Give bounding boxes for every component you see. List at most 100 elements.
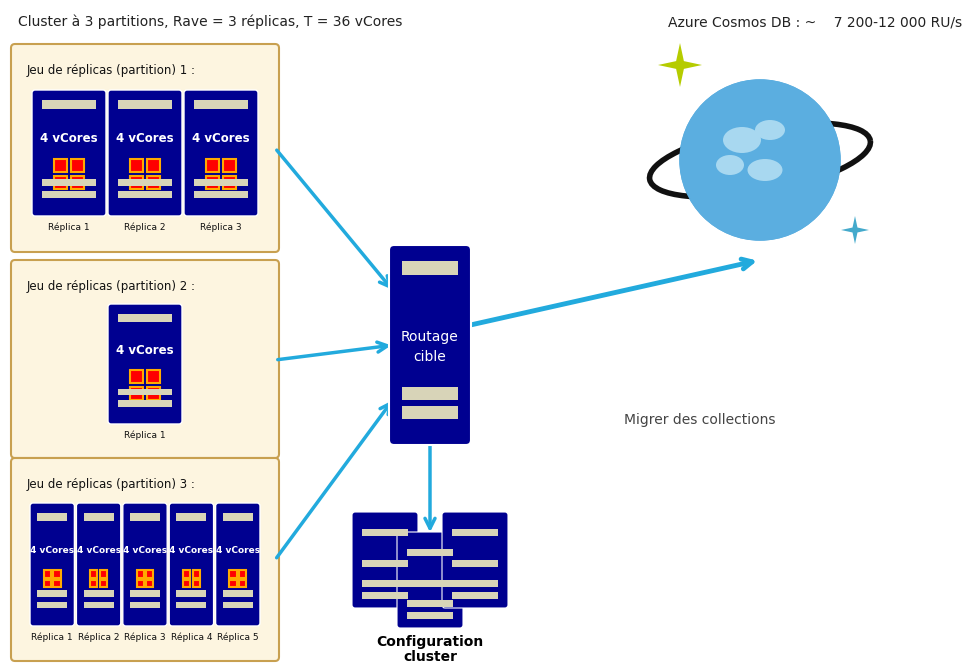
Bar <box>361 592 408 599</box>
Bar <box>53 570 61 578</box>
Bar <box>136 580 144 587</box>
Text: Configuration: Configuration <box>376 635 483 649</box>
Bar <box>361 560 408 567</box>
Bar <box>83 602 113 608</box>
Bar <box>71 176 84 189</box>
Ellipse shape <box>747 159 781 181</box>
Ellipse shape <box>723 127 760 153</box>
Bar <box>90 570 98 578</box>
Bar <box>147 159 159 172</box>
Bar <box>130 159 143 172</box>
Bar <box>44 580 51 587</box>
Bar <box>451 592 498 599</box>
Bar <box>37 590 67 597</box>
Bar <box>205 176 219 189</box>
Bar <box>90 580 98 587</box>
Bar <box>130 176 143 189</box>
Text: Jeu de réplicas (partition) 3 :: Jeu de réplicas (partition) 3 : <box>27 478 196 491</box>
Bar <box>147 370 159 383</box>
Text: Réplica 1: Réplica 1 <box>124 431 165 440</box>
Text: cluster: cluster <box>403 650 457 664</box>
Bar <box>229 570 237 578</box>
Bar <box>130 602 159 608</box>
FancyBboxPatch shape <box>184 90 258 216</box>
FancyBboxPatch shape <box>11 260 279 458</box>
Text: Réplica 1: Réplica 1 <box>48 223 90 232</box>
Bar <box>229 580 237 587</box>
Text: Réplica 2: Réplica 2 <box>124 223 165 232</box>
Bar <box>118 100 171 109</box>
Bar <box>118 314 171 322</box>
Text: Azure Cosmos DB : ~    7 200-12 000 RU/s: Azure Cosmos DB : ~ 7 200-12 000 RU/s <box>667 15 961 29</box>
Bar <box>195 100 247 109</box>
Bar <box>406 549 453 555</box>
Bar <box>223 602 252 608</box>
Polygon shape <box>657 43 701 87</box>
FancyBboxPatch shape <box>108 304 182 424</box>
Bar <box>176 513 206 521</box>
Text: Réplica 2: Réplica 2 <box>78 633 119 643</box>
Bar <box>37 602 67 608</box>
Text: Réplica 4: Réplica 4 <box>170 633 212 643</box>
Text: Jeu de réplicas (partition) 1 :: Jeu de réplicas (partition) 1 : <box>27 64 196 77</box>
Bar <box>146 570 154 578</box>
Bar <box>147 387 159 399</box>
Bar <box>406 600 453 607</box>
FancyBboxPatch shape <box>11 458 279 661</box>
Text: cible: cible <box>413 350 446 364</box>
FancyBboxPatch shape <box>32 90 106 216</box>
Bar <box>176 602 206 608</box>
Text: Migrer des collections: Migrer des collections <box>624 413 775 427</box>
Text: 4 vCores: 4 vCores <box>215 546 259 555</box>
Bar <box>54 176 67 189</box>
Text: 4 vCores: 4 vCores <box>116 132 174 145</box>
Bar <box>83 513 113 521</box>
FancyBboxPatch shape <box>122 503 167 626</box>
FancyBboxPatch shape <box>30 503 74 626</box>
Bar <box>53 580 61 587</box>
Text: 4 vCores: 4 vCores <box>116 344 174 357</box>
Text: Routage: Routage <box>401 330 459 344</box>
Bar <box>146 580 154 587</box>
Bar <box>42 180 96 186</box>
Bar <box>402 406 458 419</box>
FancyBboxPatch shape <box>215 503 260 626</box>
Bar <box>193 580 200 587</box>
FancyBboxPatch shape <box>11 44 279 252</box>
Bar <box>71 159 84 172</box>
FancyBboxPatch shape <box>388 245 470 445</box>
Bar <box>406 612 453 618</box>
Text: 4 vCores: 4 vCores <box>123 546 167 555</box>
Bar <box>402 261 458 275</box>
Text: Jeu de réplicas (partition) 2 :: Jeu de réplicas (partition) 2 : <box>27 280 196 293</box>
Bar <box>183 580 190 587</box>
Bar <box>183 570 190 578</box>
Bar <box>147 176 159 189</box>
Ellipse shape <box>715 155 743 175</box>
Text: Cluster à 3 partitions, Rave = 3 réplicas, T = 36 vCores: Cluster à 3 partitions, Rave = 3 réplica… <box>18 15 402 29</box>
FancyBboxPatch shape <box>108 90 182 216</box>
Bar <box>239 570 246 578</box>
Bar <box>130 387 143 399</box>
Bar <box>100 570 107 578</box>
Text: 4 vCores: 4 vCores <box>40 132 98 145</box>
Circle shape <box>680 80 839 240</box>
FancyBboxPatch shape <box>169 503 213 626</box>
Bar <box>239 580 246 587</box>
FancyBboxPatch shape <box>352 512 418 608</box>
Text: 4 vCores: 4 vCores <box>30 546 74 555</box>
Text: 4 vCores: 4 vCores <box>76 546 120 555</box>
Bar <box>37 513 67 521</box>
Text: Réplica 1: Réplica 1 <box>31 633 73 643</box>
Bar <box>361 580 408 587</box>
Text: Réplica 3: Réplica 3 <box>200 223 242 232</box>
Circle shape <box>680 80 839 240</box>
Bar <box>130 590 159 597</box>
Ellipse shape <box>754 120 784 140</box>
Bar <box>136 570 144 578</box>
Bar <box>130 513 159 521</box>
FancyBboxPatch shape <box>441 512 508 608</box>
Bar <box>176 590 206 597</box>
Bar <box>54 159 67 172</box>
Bar <box>451 580 498 587</box>
